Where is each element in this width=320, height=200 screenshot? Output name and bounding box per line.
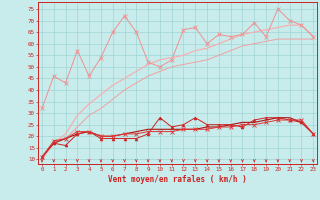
X-axis label: Vent moyen/en rafales ( km/h ): Vent moyen/en rafales ( km/h ) [108,175,247,184]
